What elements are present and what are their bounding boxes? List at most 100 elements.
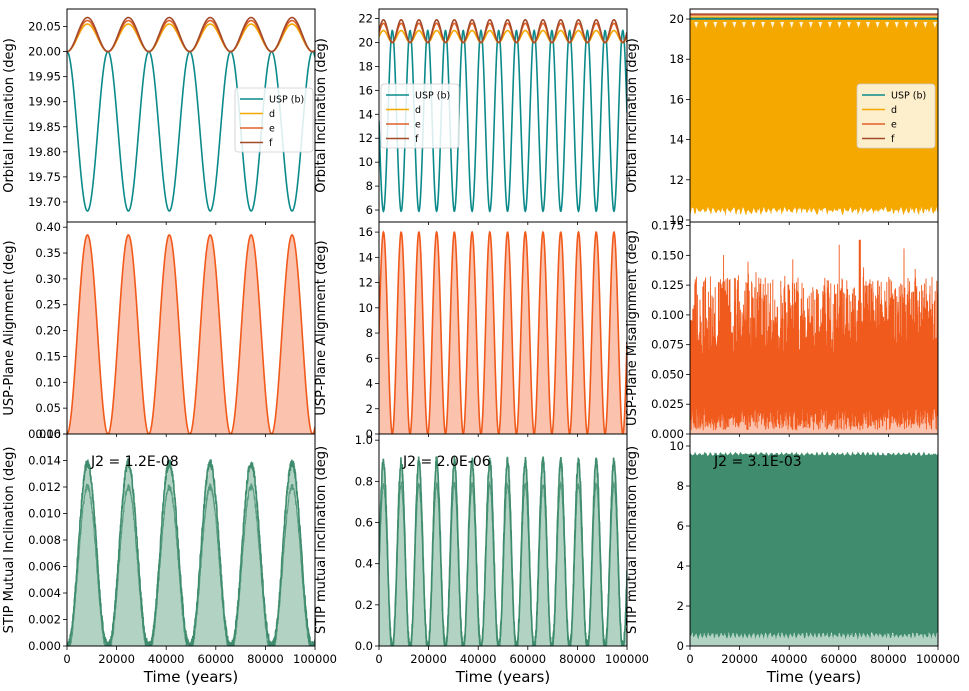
col2-mutual-ylabel: STIP mutual inclination (deg)	[625, 446, 640, 634]
band-notch	[770, 22, 775, 29]
col1-mutual-frame	[378, 433, 628, 647]
col1-inclination-plot	[379, 18, 627, 213]
col0-j2-annotation: J2 = 1.2E-08	[90, 454, 179, 470]
col0-inclination-ytick-label-3: 19.85	[28, 120, 61, 134]
alignment-spikes	[690, 239, 938, 431]
col1-xtick-label-3: 60000	[510, 652, 547, 666]
col1-j2-annotation: J2 = 2.0E-06	[402, 454, 491, 470]
alignment-line	[379, 230, 627, 434]
series-usp-b	[379, 29, 627, 213]
band-notch	[818, 22, 823, 29]
band-notch	[761, 22, 766, 29]
col0-mutual-ytick-label-6: 0.012	[28, 480, 61, 494]
band-notch	[799, 22, 804, 29]
usp-band	[690, 17, 938, 217]
col1-inclination-ytick-label-0: 6	[366, 203, 373, 217]
band-notch	[732, 22, 737, 29]
col2-alignment-ytick-label-7: 0.175	[651, 219, 684, 233]
col2-xtick-label-3: 60000	[821, 652, 858, 666]
col1-alignment-ytick-label-1: 2	[366, 402, 373, 416]
col0-mutual-ytick-label-5: 0.010	[28, 507, 61, 521]
col0-xtick-label-5: 100000	[293, 652, 337, 666]
band-notch	[885, 22, 890, 29]
col2-xtick-label-5: 100000	[916, 652, 960, 666]
band-notch	[913, 22, 918, 29]
col1-alignment-ytick-label-6: 12	[358, 276, 373, 290]
mutual-lower-line	[379, 481, 627, 646]
col1-xtick-label-0: 0	[375, 652, 382, 666]
col1-mutual-ytick-label-0: 0.0	[355, 639, 373, 653]
band-notch	[751, 22, 756, 29]
legend-label-1: d	[269, 109, 275, 120]
legend-col1: USP (b) def	[380, 83, 460, 149]
band-notch	[722, 22, 727, 29]
mutual-area	[67, 459, 315, 646]
col0-mutual-ytick-label-2: 0.004	[28, 586, 61, 600]
col0-inclination-ylabel: Orbital Inclination (deg)	[2, 38, 17, 193]
band-notch	[837, 22, 842, 29]
col1-alignment-ytick-label-0: 0	[366, 427, 373, 441]
col0-inclination-ytick-label-2: 19.80	[28, 145, 61, 159]
col2-inclination-ytick-label-5: 20	[669, 12, 684, 26]
col0-inclination-ytick-label-4: 19.90	[28, 95, 61, 109]
alignment-area	[379, 232, 627, 434]
col2-alignment-ytick-label-4: 0.100	[651, 308, 684, 322]
col0-alignment-ylabel: USP-Plane Alignment (deg)	[2, 240, 17, 415]
col2-mutual-ytick-label-3: 6	[677, 519, 684, 533]
col0-alignment-plot	[67, 234, 315, 434]
mutual-lower-line	[67, 483, 315, 646]
col0-mutual-ytick-label-8: 0.016	[28, 427, 61, 441]
mutual-band	[690, 451, 938, 640]
legend-box	[856, 83, 936, 149]
col2-inclination-ytick-label-2: 14	[669, 133, 684, 147]
col2-j2-annotation: J2 = 3.1E-03	[713, 454, 802, 470]
legend-label-0: USP (b)	[269, 95, 304, 106]
col0-mutual-plot	[67, 457, 315, 646]
col0-inclination-ytick-label-7: 20.05	[28, 20, 61, 34]
legend-label-3: f	[891, 134, 895, 145]
col1-alignment-ytick-label-3: 6	[366, 351, 373, 365]
col0-mutual-ytick-label-1: 0.002	[28, 613, 61, 627]
col0-xtick-label-1: 20000	[98, 652, 135, 666]
legend-label-3: f	[269, 138, 273, 149]
col2-inclination-ytick-label-4: 18	[669, 52, 684, 66]
col0-alignment-ytick-label-4: 0.20	[35, 324, 61, 338]
col2-alignment-ytick-label-3: 0.075	[651, 338, 684, 352]
col1-xtick-label-2: 40000	[460, 652, 497, 666]
col1-inclination-ytick-label-3: 12	[358, 131, 373, 145]
col0-mutual-ytick-label-7: 0.014	[28, 454, 61, 468]
col0-inclination-ytick-label-0: 19.70	[28, 195, 61, 209]
legend-box	[380, 83, 460, 149]
mutual-upper-line	[67, 457, 315, 646]
mutual-area-light	[690, 634, 938, 646]
col1-alignment-ytick-label-7: 14	[358, 250, 373, 264]
col2-alignment-ytick-label-2: 0.050	[651, 367, 684, 381]
band-notch	[846, 22, 851, 29]
col1-xlabel: Time (years)	[455, 668, 550, 686]
col2-mutual-plot	[690, 451, 938, 646]
band-notch	[866, 22, 871, 29]
legend-label-1: d	[891, 105, 897, 116]
col1-alignment-ytick-label-5: 10	[358, 301, 373, 315]
col0-alignment-ytick-label-0: 0.00	[35, 427, 61, 441]
col0-alignment-ytick-label-1: 0.05	[35, 401, 61, 415]
legend-label-1: d	[415, 105, 421, 116]
col2-xtick-label-0: 0	[686, 652, 693, 666]
series-f	[379, 18, 627, 44]
col2-xlabel: Time (years)	[766, 668, 861, 686]
col1-mutual-plot	[379, 456, 627, 646]
band-notch	[741, 22, 746, 29]
col0-alignment-ytick-label-7: 0.35	[35, 246, 61, 260]
band-notch	[932, 22, 937, 29]
col0-xtick-label-4: 80000	[247, 652, 284, 666]
band-notch	[703, 22, 708, 29]
band-notch	[894, 22, 899, 29]
col1-mutual-ytick-label-5: 1.0	[355, 433, 373, 447]
col2-alignment-ytick-label-0: 0.000	[651, 427, 684, 441]
col2-alignment-ytick-label-5: 0.125	[651, 278, 684, 292]
legend-box	[234, 87, 314, 153]
col0-mutual-ytick-label-3: 0.006	[28, 560, 61, 574]
col1-inclination-ytick-label-8: 22	[358, 12, 373, 26]
col0-xtick-label-0: 0	[63, 652, 70, 666]
